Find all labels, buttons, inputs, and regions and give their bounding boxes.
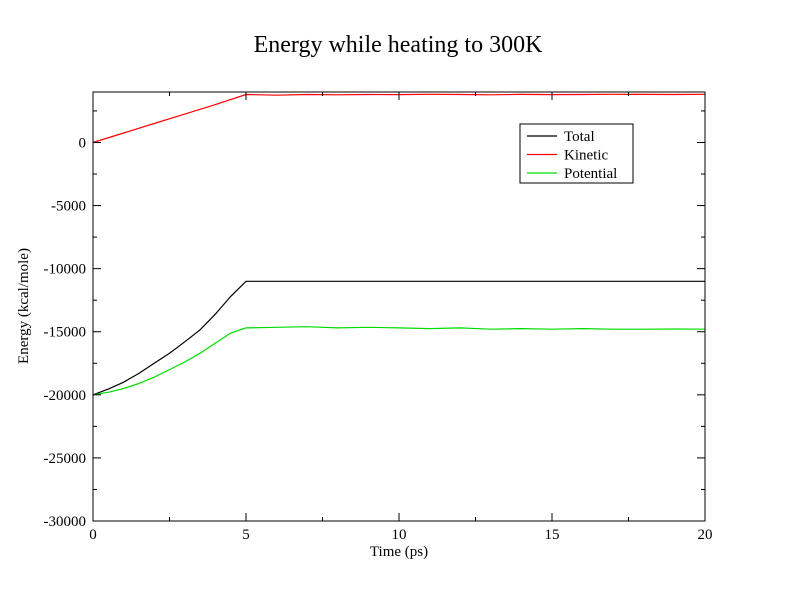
y-tick-label: -15000 (44, 325, 87, 341)
chart-title: Energy while heating to 300K (254, 32, 544, 58)
x-tick-label: 10 (392, 527, 407, 543)
series-line-total (92, 280, 705, 396)
x-axis-label: Time (ps) (370, 544, 428, 560)
y-axis-ticks: -30000 -25000 -20000 -15000 -10000 -5000 0 (44, 110, 705, 530)
x-axis-ticks: 0 5 10 15 20 (89, 92, 713, 543)
legend-label-total: Total (564, 129, 595, 145)
series-line-potential (92, 326, 706, 396)
x-tick-label: 0 (89, 527, 97, 543)
legend: Total Kinetic Potential (519, 123, 634, 184)
y-tick-label: -10000 (44, 262, 87, 278)
y-tick-label: -5000 (51, 199, 86, 215)
y-tick-label: 0 (79, 135, 87, 151)
x-tick-label: 20 (698, 527, 713, 543)
y-axis-label: Energy (kcal/mole) (16, 248, 32, 364)
legend-label-kinetic: Kinetic (564, 148, 608, 164)
x-tick-label: 5 (242, 527, 250, 543)
y-tick-label: -20000 (44, 388, 87, 404)
x-tick-label: 15 (545, 527, 560, 543)
y-tick-label: -30000 (44, 514, 87, 530)
y-tick-label: -25000 (44, 451, 87, 467)
legend-label-potential: Potential (564, 166, 617, 182)
